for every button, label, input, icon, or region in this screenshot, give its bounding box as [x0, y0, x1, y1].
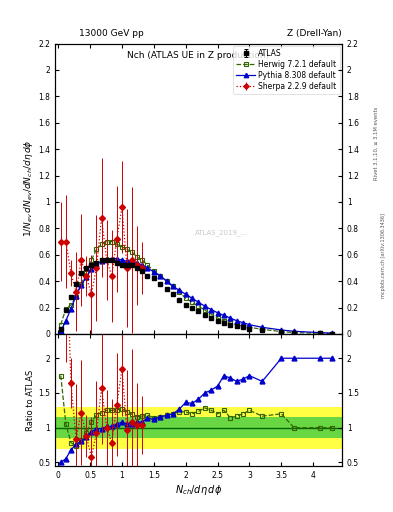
Text: Nch (ATLAS UE in Z production): Nch (ATLAS UE in Z production)	[127, 51, 270, 60]
Pythia 8.308 default	[228, 315, 233, 321]
Herwig 7.2.1 default	[215, 315, 220, 321]
Pythia 8.308 default	[130, 258, 134, 264]
Line: Pythia 8.308 default: Pythia 8.308 default	[58, 256, 335, 335]
Pythia 8.308 default	[74, 292, 79, 298]
Herwig 7.2.1 default	[151, 267, 156, 273]
Pythia 8.308 default	[140, 262, 145, 268]
Herwig 7.2.1 default	[241, 323, 246, 329]
Herwig 7.2.1 default	[84, 270, 88, 276]
Pythia 8.308 default	[260, 324, 264, 330]
Pythia 8.308 default	[125, 258, 129, 264]
Herwig 7.2.1 default	[234, 322, 239, 328]
Herwig 7.2.1 default	[260, 326, 264, 332]
Pythia 8.308 default	[135, 260, 140, 266]
Herwig 7.2.1 default	[177, 289, 182, 295]
Pythia 8.308 default	[59, 328, 63, 334]
Text: Rivet 3.1.10, ≥ 3.1M events: Rivet 3.1.10, ≥ 3.1M events	[374, 106, 378, 180]
Pythia 8.308 default	[94, 261, 99, 267]
Herwig 7.2.1 default	[247, 324, 252, 330]
Pythia 8.308 default	[330, 330, 335, 336]
Y-axis label: $1/N_{ev}\,dN_{ev}/dN_{ch}/d\eta\,d\phi$: $1/N_{ev}\,dN_{ev}/dN_{ch}/d\eta\,d\phi$	[22, 140, 35, 238]
Pythia 8.308 default	[317, 330, 322, 336]
Herwig 7.2.1 default	[74, 294, 79, 300]
Herwig 7.2.1 default	[125, 246, 129, 252]
Pythia 8.308 default	[171, 283, 175, 289]
Pythia 8.308 default	[234, 317, 239, 324]
Pythia 8.308 default	[184, 291, 188, 297]
Pythia 8.308 default	[164, 278, 169, 284]
Herwig 7.2.1 default	[89, 257, 94, 263]
Herwig 7.2.1 default	[164, 278, 169, 284]
Herwig 7.2.1 default	[184, 295, 188, 302]
Herwig 7.2.1 default	[114, 241, 119, 247]
Text: Z (Drell-Yan): Z (Drell-Yan)	[287, 29, 342, 38]
Text: mcplots.cern.ch [arXiv:1306.3436]: mcplots.cern.ch [arXiv:1306.3436]	[381, 214, 386, 298]
Herwig 7.2.1 default	[79, 281, 84, 287]
Pythia 8.308 default	[145, 265, 150, 271]
Herwig 7.2.1 default	[171, 283, 175, 289]
Pythia 8.308 default	[84, 274, 88, 280]
Pythia 8.308 default	[190, 295, 195, 302]
Herwig 7.2.1 default	[140, 257, 145, 263]
Herwig 7.2.1 default	[145, 262, 150, 268]
Herwig 7.2.1 default	[135, 254, 140, 261]
Pythia 8.308 default	[119, 257, 124, 263]
Text: ATLAS_2019_...: ATLAS_2019_...	[195, 229, 248, 236]
Pythia 8.308 default	[109, 255, 114, 262]
Line: Herwig 7.2.1 default: Herwig 7.2.1 default	[58, 239, 335, 336]
Pythia 8.308 default	[222, 312, 226, 318]
Text: 13000 GeV pp: 13000 GeV pp	[79, 29, 143, 38]
Pythia 8.308 default	[241, 319, 246, 326]
Herwig 7.2.1 default	[222, 317, 226, 324]
Herwig 7.2.1 default	[330, 330, 335, 336]
Pythia 8.308 default	[215, 310, 220, 316]
Pythia 8.308 default	[104, 255, 109, 262]
Herwig 7.2.1 default	[292, 330, 296, 336]
Pythia 8.308 default	[158, 273, 163, 279]
Pythia 8.308 default	[292, 328, 296, 334]
X-axis label: $N_{ch}/d\eta\,d\phi$: $N_{ch}/d\eta\,d\phi$	[175, 482, 222, 497]
Herwig 7.2.1 default	[119, 244, 124, 250]
Herwig 7.2.1 default	[317, 330, 322, 336]
Herwig 7.2.1 default	[209, 311, 213, 317]
Pythia 8.308 default	[114, 255, 119, 262]
Herwig 7.2.1 default	[94, 246, 99, 252]
Pythia 8.308 default	[177, 287, 182, 293]
Pythia 8.308 default	[79, 282, 84, 288]
Herwig 7.2.1 default	[202, 307, 207, 313]
Pythia 8.308 default	[151, 269, 156, 275]
Herwig 7.2.1 default	[130, 249, 134, 255]
Herwig 7.2.1 default	[64, 306, 68, 312]
Pythia 8.308 default	[247, 322, 252, 328]
Pythia 8.308 default	[89, 266, 94, 272]
Herwig 7.2.1 default	[228, 321, 233, 327]
Herwig 7.2.1 default	[196, 303, 201, 309]
Pythia 8.308 default	[64, 317, 68, 324]
Pythia 8.308 default	[196, 299, 201, 305]
Legend: ATLAS, Herwig 7.2.1 default, Pythia 8.308 default, Sherpa 2.2.9 default: ATLAS, Herwig 7.2.1 default, Pythia 8.30…	[233, 46, 340, 94]
Herwig 7.2.1 default	[59, 322, 63, 328]
Y-axis label: Ratio to ATLAS: Ratio to ATLAS	[26, 369, 35, 431]
Herwig 7.2.1 default	[104, 239, 109, 245]
Pythia 8.308 default	[209, 306, 213, 312]
Herwig 7.2.1 default	[190, 299, 195, 305]
Herwig 7.2.1 default	[109, 239, 114, 245]
Herwig 7.2.1 default	[158, 273, 163, 279]
Herwig 7.2.1 default	[99, 241, 104, 247]
Herwig 7.2.1 default	[69, 302, 73, 308]
Pythia 8.308 default	[99, 258, 104, 264]
Pythia 8.308 default	[279, 327, 284, 333]
Pythia 8.308 default	[69, 306, 73, 312]
Pythia 8.308 default	[202, 303, 207, 309]
Herwig 7.2.1 default	[279, 329, 284, 335]
